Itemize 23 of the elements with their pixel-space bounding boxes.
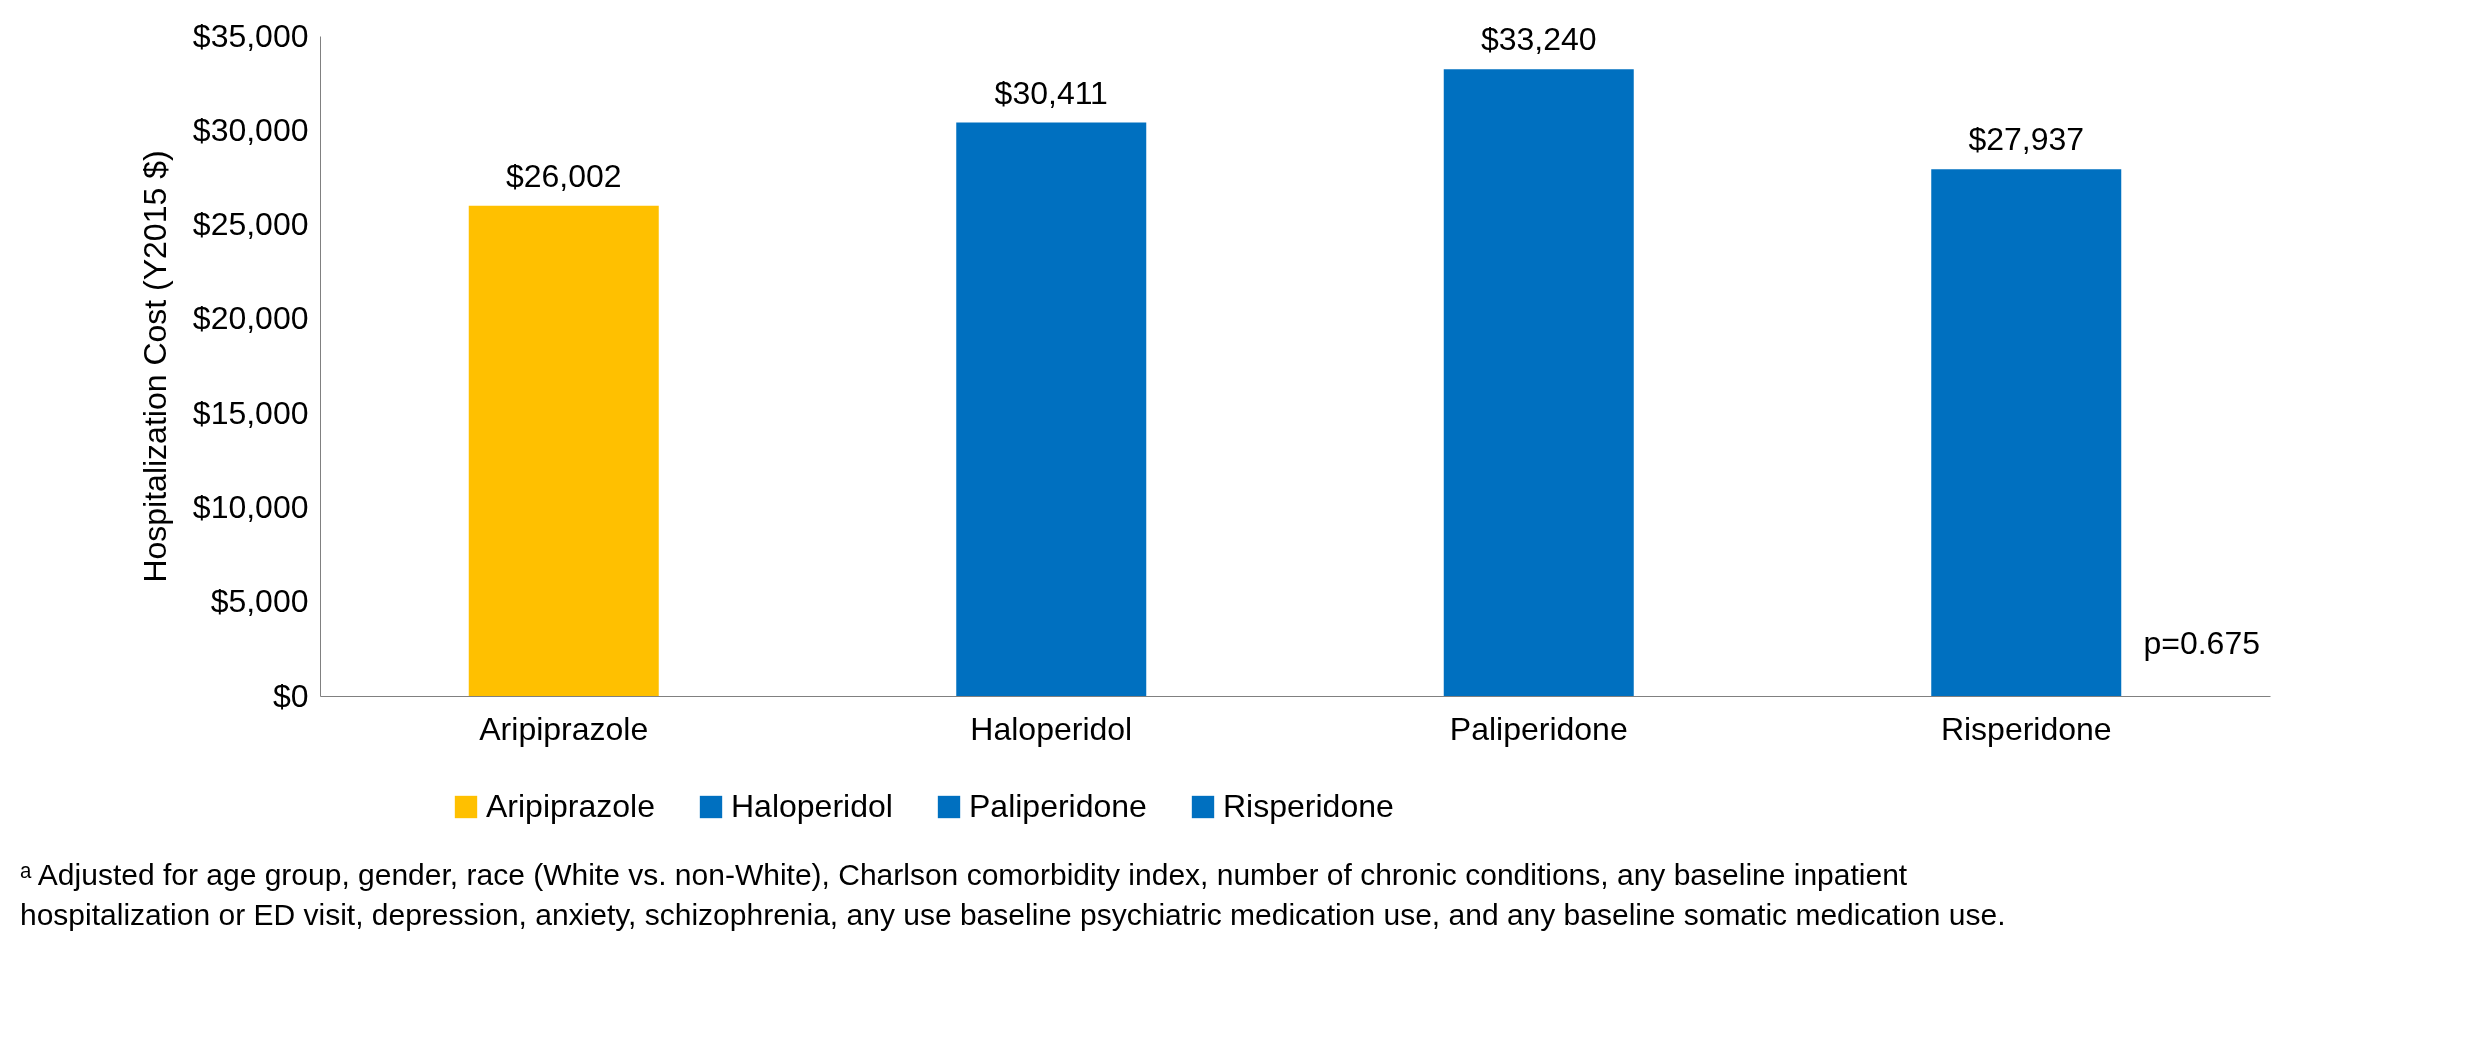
x-tick-label: Aripiprazole	[479, 710, 649, 747]
y-tick-label: $5,000	[210, 583, 309, 620]
y-tick-label: $20,000	[192, 300, 309, 337]
text: ᵃ Adjusted for age group, gender, race (White vs. non-White), Charlson comorbidity index, number of chronic conditions, any baseline inpatient hospitalization or ED visit, depression, anxiety, schizophrenia, any use baseline psychiatric medication use, and any baseline somatic medication use.	[20, 858, 2006, 931]
data-label: $33,240	[1480, 21, 1597, 58]
data-label: $26,002	[505, 157, 622, 194]
y-axis-title: Hospitalization Cost (Y2015 $)	[136, 150, 173, 583]
y-tick-label: $30,000	[192, 111, 309, 148]
legend-label: Paliperidone	[969, 788, 1147, 824]
y-tick-label: $0	[272, 677, 309, 714]
y-tick-label: $10,000	[192, 488, 309, 525]
x-tick-label: Haloperidol	[970, 710, 1133, 747]
data-label: $30,411	[994, 74, 1108, 111]
x-tick-label: Paliperidone	[1449, 710, 1628, 747]
legend-label: Aripiprazole	[486, 788, 655, 824]
annotation: p=0.675	[2143, 625, 2260, 661]
y-tick-label: $15,000	[192, 394, 309, 431]
y-tick-label: $25,000	[192, 206, 309, 243]
data-label: $27,937	[1968, 121, 2085, 158]
x-tick-label: Risperidone	[1940, 710, 2112, 747]
legend-label: Risperidone	[1223, 788, 1394, 824]
legend-label: Haloperidol	[731, 788, 893, 824]
y-tick-label: $35,000	[192, 17, 309, 54]
